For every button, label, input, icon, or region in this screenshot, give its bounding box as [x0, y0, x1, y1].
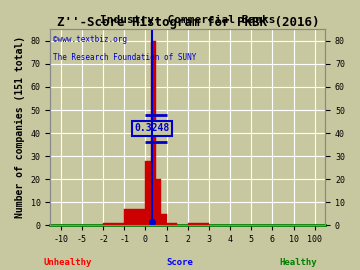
Bar — [145, 161, 151, 225]
Text: The Research Foundation of SUNY: The Research Foundation of SUNY — [53, 53, 197, 62]
Bar — [167, 223, 177, 225]
Bar — [124, 209, 145, 225]
Bar — [151, 41, 156, 225]
Title: Z''-Score Histogram for PKBK (2016): Z''-Score Histogram for PKBK (2016) — [57, 16, 319, 29]
Bar — [156, 179, 161, 225]
Bar — [103, 223, 124, 225]
Bar — [161, 214, 167, 225]
Text: Industry: Commercial Banks: Industry: Commercial Banks — [100, 15, 275, 25]
Bar — [188, 223, 209, 225]
Text: 0.3248: 0.3248 — [135, 123, 170, 133]
Y-axis label: Number of companies (151 total): Number of companies (151 total) — [15, 36, 25, 218]
Text: Healthy: Healthy — [279, 258, 317, 267]
Text: ©www.textbiz.org: ©www.textbiz.org — [53, 35, 127, 44]
Text: Unhealthy: Unhealthy — [43, 258, 91, 267]
Text: Score: Score — [167, 258, 193, 267]
